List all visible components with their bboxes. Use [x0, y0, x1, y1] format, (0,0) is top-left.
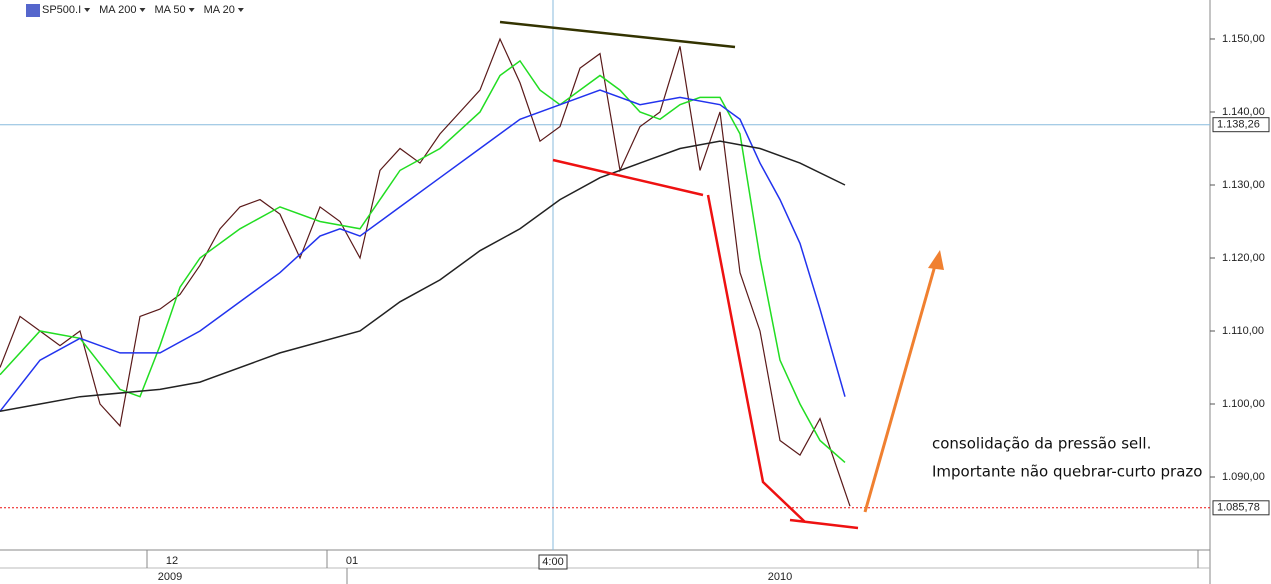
- annotation: consolidação da pressão sell.: [932, 435, 1151, 453]
- trendline: [789, 518, 859, 530]
- legend-label: MA 200: [99, 4, 136, 16]
- legend-caret: [188, 8, 195, 12]
- legend: SP500.I MA 200 MA 50 MA 20: [42, 4, 244, 16]
- legend-caret: [139, 8, 146, 12]
- x-tick-label: 01: [346, 555, 358, 567]
- series-line: [0, 89, 846, 412]
- x-tick-label: 12: [166, 555, 178, 567]
- x-period-label: 2009: [158, 571, 182, 583]
- crosshair-label: 1.138,26: [1217, 119, 1260, 131]
- last-price-label: 1.085,78: [1217, 502, 1260, 514]
- legend-label: MA 50: [154, 4, 185, 16]
- annotation: Importante não quebrar-curto prazo: [932, 463, 1202, 481]
- arrow-head: [928, 250, 944, 270]
- series-line: [0, 140, 846, 413]
- y-tick-label: 1.130,00: [1222, 179, 1265, 191]
- y-tick-label: 1.140,00: [1222, 106, 1265, 118]
- plot: [0, 37, 851, 507]
- trendline: [552, 158, 704, 197]
- y-tick-label: 1.110,00: [1222, 325, 1264, 337]
- x-period-label: 2010: [768, 571, 792, 583]
- crosshair-label: 4:00: [542, 556, 563, 568]
- series-line: [0, 37, 851, 507]
- last-price-box: [1212, 500, 1270, 516]
- crosshair-label-box: [538, 554, 568, 570]
- crosshair-label-box: [1212, 117, 1270, 133]
- series-line: [0, 59, 846, 463]
- trendline: [499, 20, 736, 49]
- legend-label: MA 20: [204, 4, 235, 16]
- grid: [0, 0, 1210, 550]
- y-tick-label: 1.100,00: [1222, 398, 1265, 410]
- legend-label: SP500.I: [42, 4, 81, 16]
- icon: [26, 4, 40, 17]
- legend-caret: [237, 8, 244, 12]
- trendline: [706, 194, 806, 523]
- arrow: [863, 261, 938, 513]
- y-tick-label: 1.150,00: [1222, 33, 1265, 45]
- y-tick-label: 1.120,00: [1222, 252, 1265, 264]
- y-tick-label: 1.090,00: [1222, 471, 1265, 483]
- legend-caret: [84, 8, 91, 12]
